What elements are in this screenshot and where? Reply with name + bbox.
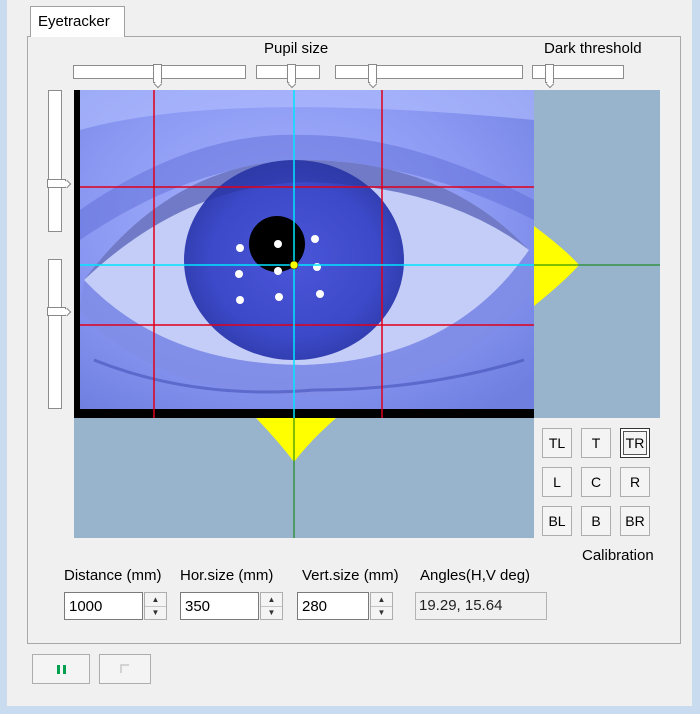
dark-threshold-slider[interactable] xyxy=(532,64,624,83)
pause-icon xyxy=(57,665,66,674)
spin-up-icon[interactable]: ▲ xyxy=(145,593,166,607)
angles-readout: 19.29, 15.64 xyxy=(415,592,547,620)
cal-button-tl[interactable]: TL xyxy=(542,428,572,458)
slider-thumb[interactable] xyxy=(47,307,66,316)
vertical-size-slider[interactable] xyxy=(47,259,66,409)
slider-thumb[interactable] xyxy=(153,64,162,83)
spin-up-icon[interactable]: ▲ xyxy=(261,593,282,607)
distance-input[interactable] xyxy=(64,592,143,620)
tab-eyetracker[interactable]: Eyetracker xyxy=(30,6,125,37)
hor-size-input[interactable] xyxy=(180,592,259,620)
spin-down-icon[interactable]: ▼ xyxy=(377,608,386,617)
cal-button-br[interactable]: BR xyxy=(620,506,650,536)
window-border-right xyxy=(692,0,700,714)
slider-thumb[interactable] xyxy=(47,179,66,188)
slider-thumb[interactable] xyxy=(545,64,554,83)
hor-size-spinner[interactable]: ▲ ▼ xyxy=(260,592,283,620)
record-button[interactable] xyxy=(99,654,151,684)
hor-size-label: Hor.size (mm) xyxy=(180,567,274,584)
window-border-bottom xyxy=(0,706,700,714)
spin-down-icon[interactable]: ▼ xyxy=(267,608,276,617)
vert-size-input[interactable] xyxy=(297,592,369,620)
cal-button-b[interactable]: B xyxy=(581,506,611,536)
vert-size-spinner[interactable]: ▲ ▼ xyxy=(370,592,393,620)
slider-thumb[interactable] xyxy=(368,64,377,83)
dark-threshold-label: Dark threshold xyxy=(544,40,642,57)
horizontal-histogram xyxy=(534,226,579,306)
distance-spinner[interactable]: ▲ ▼ xyxy=(144,592,167,620)
distance-label: Distance (mm) xyxy=(64,567,162,584)
pupil-size-label: Pupil size xyxy=(264,40,329,57)
pupil-center-marker xyxy=(289,260,299,270)
pause-button[interactable] xyxy=(32,654,90,684)
pupil-size-slider[interactable] xyxy=(256,64,320,83)
pupil-size-max-slider[interactable] xyxy=(335,64,523,83)
tab-label: Eyetracker xyxy=(38,13,110,30)
spin-up-icon[interactable]: ▲ xyxy=(371,593,392,607)
window-border-left xyxy=(0,0,7,714)
cal-button-r[interactable]: R xyxy=(620,467,650,497)
cal-button-c[interactable]: C xyxy=(581,467,611,497)
stop-icon xyxy=(120,664,129,673)
vertical-histogram xyxy=(256,418,336,462)
cal-button-tr[interactable]: TR xyxy=(620,428,650,458)
calibration-label: Calibration xyxy=(582,547,654,564)
angles-label: Angles(H,V deg) xyxy=(420,567,531,584)
vertical-position-slider[interactable] xyxy=(47,90,66,232)
cal-button-t[interactable]: T xyxy=(581,428,611,458)
spin-down-icon[interactable]: ▼ xyxy=(151,608,160,617)
slider-thumb[interactable] xyxy=(287,64,296,83)
cal-button-l[interactable]: L xyxy=(542,467,572,497)
horizontal-position-slider[interactable] xyxy=(73,64,246,83)
vert-size-label: Vert.size (mm) xyxy=(302,567,399,584)
cal-button-bl[interactable]: BL xyxy=(542,506,572,536)
eye-camera-view[interactable] xyxy=(74,90,660,538)
